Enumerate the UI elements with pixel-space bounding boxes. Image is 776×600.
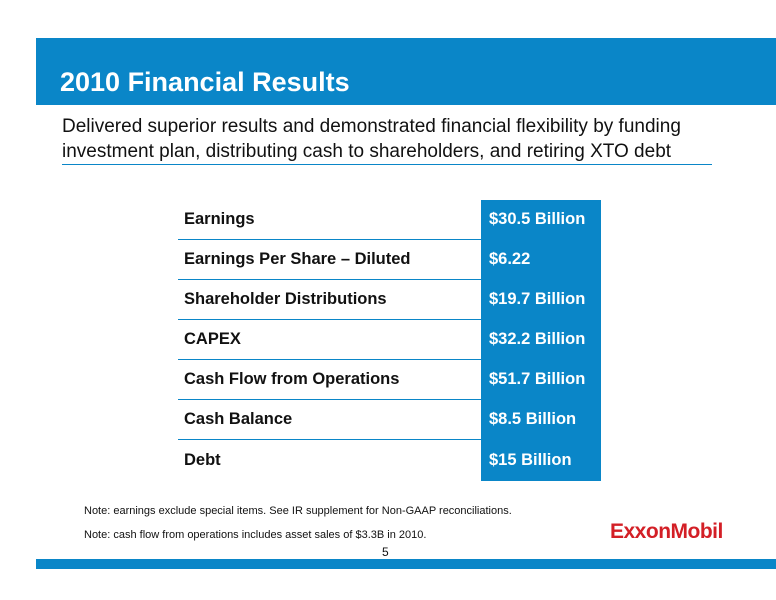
table-row: Cash Balance $8.5 Billion	[178, 400, 601, 441]
table-row: Debt $15 Billion	[178, 440, 601, 481]
row-label-eps: Earnings Per Share – Diluted	[184, 250, 411, 268]
page-number: 5	[382, 545, 389, 559]
header-band: 2010 Financial Results	[36, 38, 776, 105]
table-row: Earnings $30.5 Billion	[178, 200, 601, 241]
row-value-shareholder-distributions: $19.7 Billion	[481, 280, 601, 321]
row-value-cash-balance: $8.5 Billion	[481, 400, 601, 441]
table-row: Shareholder Distributions $19.7 Billion	[178, 280, 601, 321]
slide-subtitle: Delivered superior results and demonstra…	[62, 116, 681, 162]
row-label-cash-balance: Cash Balance	[184, 410, 293, 428]
row-value-debt: $15 Billion	[481, 440, 601, 481]
note-earnings: Note: earnings exclude special items. Se…	[84, 505, 512, 517]
note-cash-flow: Note: cash flow from operations includes…	[84, 529, 427, 541]
table-row: Cash Flow from Operations $51.7 Billion	[178, 360, 601, 401]
table-row: Earnings Per Share – Diluted $6.22	[178, 240, 601, 281]
row-value-eps: $6.22	[481, 240, 601, 281]
slide-title: 2010 Financial Results	[60, 67, 350, 97]
table-row: CAPEX $32.2 Billion	[178, 320, 601, 361]
results-table: Earnings $30.5 Billion Earnings Per Shar…	[178, 200, 601, 481]
exxonmobil-logo: ExxonMobil	[610, 520, 723, 543]
row-label-debt: Debt	[184, 451, 221, 469]
row-label-earnings: Earnings	[184, 210, 255, 228]
row-value-cash-flow: $51.7 Billion	[481, 360, 601, 401]
row-label-cash-flow: Cash Flow from Operations	[184, 370, 400, 388]
row-label-shareholder-distributions: Shareholder Distributions	[184, 290, 387, 308]
row-value-capex: $32.2 Billion	[481, 320, 601, 361]
divider-line	[62, 164, 712, 165]
row-value-earnings: $30.5 Billion	[481, 200, 601, 241]
footer-band	[36, 559, 776, 569]
row-label-capex: CAPEX	[184, 330, 241, 348]
